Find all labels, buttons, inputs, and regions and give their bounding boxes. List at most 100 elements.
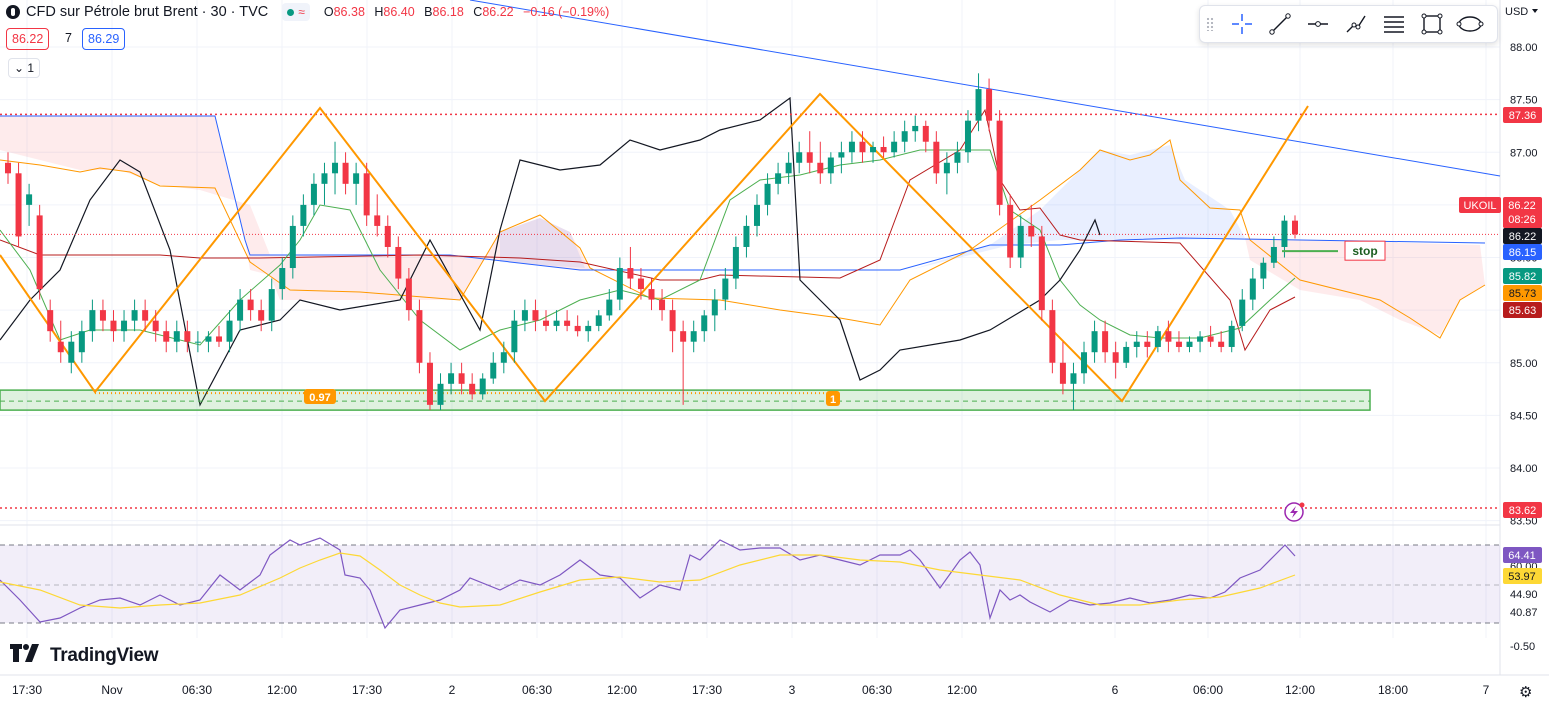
price-label: 85.73 (1509, 288, 1537, 300)
candle-body (870, 146, 877, 153)
candle-body (194, 341, 201, 343)
candle (775, 162, 782, 195)
candle-body (1249, 278, 1256, 300)
rectangle-icon[interactable] (1418, 10, 1446, 38)
chart-settings-gear-icon[interactable]: ⚙ (1519, 684, 1533, 701)
candle-body (986, 89, 993, 121)
candle-body (437, 383, 444, 405)
candle (479, 373, 486, 400)
rsi-line (0, 537, 1296, 630)
candle-body (1091, 331, 1098, 353)
candle (1144, 331, 1151, 358)
rsi-ma-line (0, 552, 1296, 609)
candle (15, 162, 22, 247)
candle (574, 315, 581, 337)
candle (743, 215, 750, 258)
candle (1091, 320, 1098, 363)
candle-body (458, 373, 465, 384)
candle-body (205, 336, 212, 342)
tradingview-mark-icon (10, 644, 42, 668)
candle (205, 331, 212, 353)
candle (996, 110, 1003, 216)
candle (1175, 331, 1182, 353)
candle (500, 341, 507, 374)
price-tick-label: 88.00 (1510, 42, 1538, 54)
drawing-toolbar[interactable] (1199, 5, 1498, 43)
kijun-line (0, 115, 1486, 271)
candle-body (1070, 373, 1077, 384)
candle (258, 299, 265, 332)
trend-line (469, 0, 1501, 177)
candle-body (996, 120, 1003, 205)
candle (458, 362, 465, 395)
grid-lines (0, 0, 1500, 638)
time-tick-label: 06:30 (862, 683, 892, 697)
fib-icon[interactable] (1380, 10, 1408, 38)
symbol-title[interactable]: CFD sur Pétrole brut Brent · 30 · TVC (26, 4, 269, 20)
alert-dot (1299, 502, 1305, 508)
indicators-collapse-button[interactable]: ⌄ 1 (8, 58, 41, 78)
candle (332, 141, 339, 195)
time-tick-label: 18:00 (1378, 683, 1408, 697)
rsi-value-label: 64.41 (1508, 550, 1536, 562)
low-value: 86.18 (432, 5, 464, 19)
candle (405, 268, 412, 321)
crosshair-icon[interactable] (1228, 10, 1256, 38)
realtime-wave-icon: ≈ (298, 5, 305, 19)
candle-body (184, 331, 191, 342)
candle-body (1218, 341, 1225, 347)
candle (1186, 336, 1193, 353)
ichimoku-cloud (0, 96, 1486, 407)
time-tick-label: 2 (449, 683, 456, 697)
candle (627, 246, 634, 290)
candle-body (363, 173, 370, 216)
path-icon[interactable] (1342, 10, 1370, 38)
candle-body (1081, 352, 1088, 374)
price-label-box (1503, 302, 1542, 318)
candle-body (258, 310, 265, 321)
candle (279, 257, 286, 300)
candle (57, 320, 64, 363)
candle (1197, 331, 1204, 353)
market-status-badge[interactable]: ≈ (282, 3, 310, 21)
candle (838, 141, 845, 174)
candle-body (711, 299, 718, 316)
candle (437, 373, 444, 411)
candle-body (964, 120, 971, 153)
currency-select[interactable]: USD (1505, 3, 1538, 21)
price-tick-label: 87.00 (1510, 147, 1538, 159)
candle-body (237, 299, 244, 321)
candle-body (289, 225, 296, 269)
candle-body (796, 152, 803, 163)
candle (922, 120, 929, 153)
trend-line-icon[interactable] (1266, 10, 1294, 38)
drag-handle-icon[interactable] (1206, 17, 1214, 31)
ellipse-icon[interactable] (1456, 10, 1484, 38)
candle-body (426, 362, 433, 405)
candle-body (1049, 310, 1056, 363)
candle-body (511, 320, 518, 353)
candle-body (838, 152, 845, 158)
close-value: 86.22 (482, 5, 514, 19)
candle (711, 289, 718, 332)
candle (511, 310, 518, 363)
price-label-box (1459, 197, 1501, 213)
green-ma-line (0, 149, 1296, 351)
candle (1007, 194, 1014, 269)
sell-price-button[interactable]: 86.22 (6, 28, 50, 50)
stop-label-box (1344, 240, 1386, 261)
rsi-value-box (1503, 568, 1542, 584)
buy-price-button[interactable]: 86.29 (82, 28, 126, 50)
candle (753, 194, 760, 237)
candle (848, 131, 855, 163)
spread-value: 7 (65, 31, 72, 45)
price-tick-label: 84.00 (1510, 463, 1538, 475)
candle-body (405, 278, 412, 311)
price-label-box (1503, 268, 1542, 284)
horizontal-ray-icon[interactable] (1304, 10, 1332, 38)
candle (669, 299, 676, 353)
time-tick-label: Nov (101, 683, 122, 697)
candle (648, 278, 655, 311)
candle (986, 78, 993, 132)
